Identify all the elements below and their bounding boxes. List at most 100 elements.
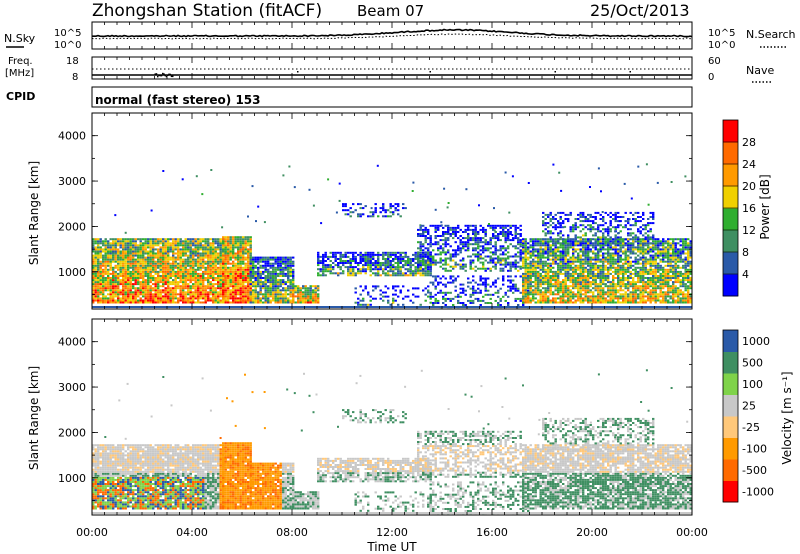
range-gate-cell [169,258,172,261]
range-gate-cell [554,258,557,261]
range-gate-cell [607,277,610,279]
range-gate-cell [304,293,307,296]
range-gate-cell [269,279,272,282]
range-gate-cell [154,268,157,271]
range-gate-cell [149,275,152,277]
range-gate-cell [387,253,390,256]
range-gate-cell [514,287,517,290]
range-gate-cell [262,283,265,286]
range-gate-cell [329,260,332,262]
range-gate-cell [447,269,450,272]
range-gate-cell [547,279,550,282]
range-gate-cell [612,258,615,261]
range-gate-cell [97,281,100,284]
range-gate-cell [127,238,130,241]
range-gate-cell [422,245,425,248]
range-gate-cell [242,272,245,275]
range-gate-cell [327,266,330,269]
range-gate-cell [429,291,432,294]
range-gate-cell [187,244,190,247]
range-gate-cell [594,262,597,265]
range-gate-cell [539,252,542,255]
range-gate-cell [419,235,422,237]
range-gate-cell [187,250,190,253]
range-gate-cell [364,303,367,306]
range-gate-cell [617,289,620,292]
range-gate-cell [512,245,515,248]
range-gate-cell [594,279,597,282]
range-gate-cell [234,289,237,292]
range-gate-cell [212,254,215,257]
range-gate-cell [619,293,622,296]
range-gate-cell [277,281,280,284]
range-gate-cell [127,287,130,290]
range-gate-cell [282,270,285,273]
range-gate-cell [357,215,360,218]
range-gate-cell [107,258,110,261]
range-gate-cell [147,246,150,249]
range-gate-cell [259,272,262,275]
range-gate-cell [137,262,140,265]
range-gate-cell [104,264,107,267]
range-gate-cell [572,250,575,253]
range-gate-cell [492,259,495,262]
range-gate-cell [104,266,107,269]
range-gate-cell [492,237,495,240]
range-gate-cell [392,301,395,304]
freq-outlier-point [159,74,161,77]
range-gate-cell [247,293,250,296]
range-gate-cell [284,299,287,302]
range-gate-cell [487,283,490,286]
range-gate-cell [132,285,135,288]
range-gate-cell [544,250,547,253]
range-gate-cell [272,266,275,269]
range-gate-cell [317,274,320,277]
range-gate-cell [109,272,112,275]
range-gate-cell [307,289,310,292]
range-gate-cell [349,262,352,264]
range-gate-cell [282,256,285,259]
range-gate-cell [454,235,457,237]
range-gate-cell [267,270,270,273]
range-gate-cell [389,264,392,267]
range-gate-cell [619,295,622,298]
range-gate-cell [167,291,170,294]
range-gate-cell [134,260,137,263]
range-gate-cell [224,281,227,284]
range-gate-cell [159,289,162,292]
range-gate-cell [534,279,537,282]
range-gate-cell [432,304,435,306]
range-gate-cell [562,295,565,298]
range-gate-cell [174,289,177,292]
range-gate-cell [384,274,387,277]
range-gate-cell [434,228,437,231]
range-gate-cell [609,291,612,294]
range-gate-cell [249,275,252,277]
range-gate-cell [97,287,100,290]
range-gate-cell [252,262,255,265]
range-gate-cell [139,252,142,255]
range-gate-cell [167,252,170,255]
range-gate-cell [214,270,217,273]
range-gate-cell [632,260,635,263]
range-gate-cell [97,272,100,275]
range-gate-cell [524,252,527,255]
range-gate-cell [392,268,395,271]
range-gate-cell [494,265,497,268]
range-gate-cell [194,242,197,245]
range-gate-cell [532,291,535,294]
range-gate-cell [92,301,95,304]
range-gate-cell [237,246,240,249]
range-gate-cell [469,228,472,231]
range-gate-cell [207,244,210,247]
range-gate-cell [449,226,452,229]
range-gate-cell [152,268,155,271]
range-gate-cell [322,274,325,277]
range-gate-cell [272,268,275,271]
range-gate-cell [534,248,537,251]
range-gate-cell [282,262,285,265]
range-gate-cell [284,283,287,286]
range-gate-cell [199,248,202,251]
range-gate-cell [587,260,590,263]
range-gate-cell [279,264,282,267]
